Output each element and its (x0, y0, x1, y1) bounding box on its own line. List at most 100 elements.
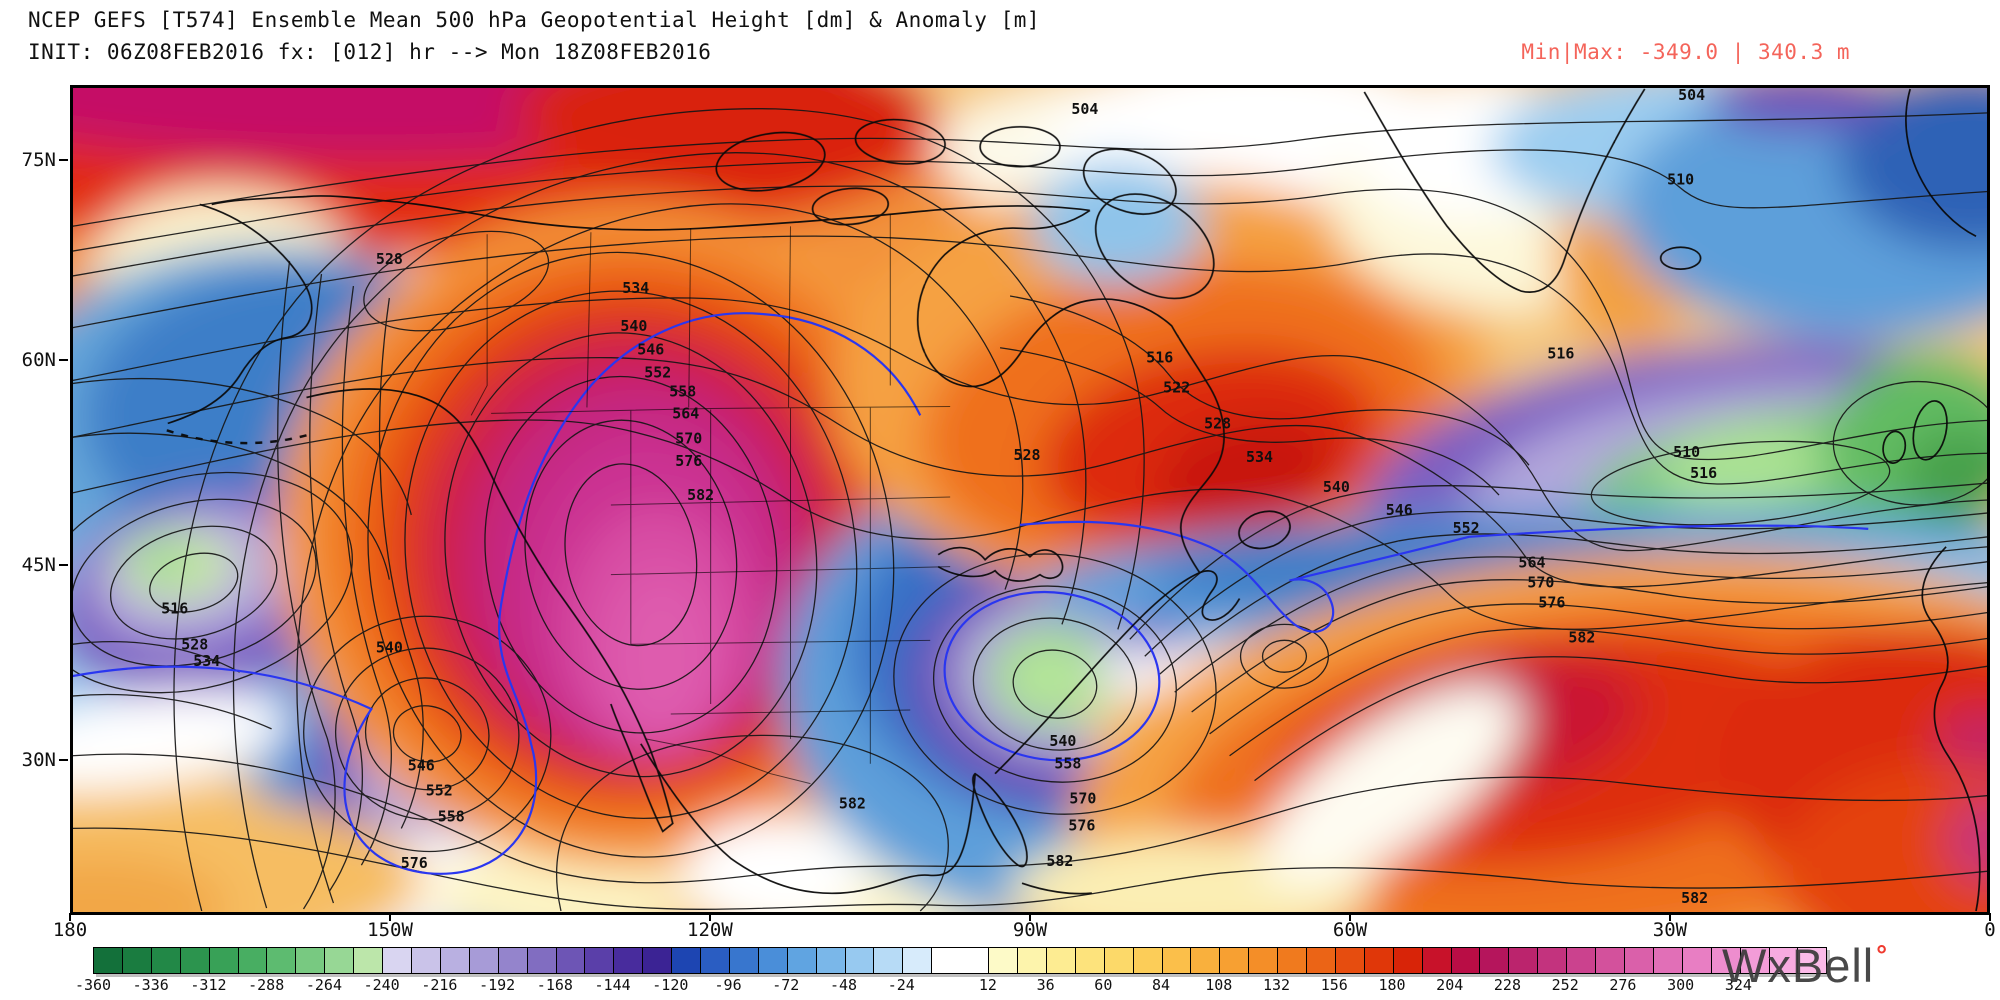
colorbar-cell (816, 948, 846, 973)
contour-label: 558 (438, 807, 465, 825)
contour-label: 558 (669, 383, 696, 401)
colorbar-cell (1249, 948, 1279, 973)
contour-label: 576 (401, 854, 428, 872)
colorbar-cell (787, 948, 817, 973)
contour-label: 582 (1681, 889, 1708, 907)
watermark: WxBell° (1722, 938, 1888, 993)
colorbar-cell (180, 948, 210, 973)
colorbar-cell (845, 948, 875, 973)
contour-label: 546 (408, 757, 435, 775)
colorbar-cell (1104, 948, 1134, 973)
colorbar-cells (94, 948, 1827, 973)
contour-label: 582 (1046, 852, 1073, 870)
contour-label: 546 (1386, 501, 1413, 519)
lat-tick-label: 30N (21, 748, 56, 771)
colorbar-cell (1278, 948, 1308, 973)
contour-label: 528 (1013, 446, 1040, 464)
colorbar-ticks: -360 -336 -312 -288 -264 -240 -216 -192 -168 -144… (75, 976, 1825, 996)
colorbar-tick-label: -336 (132, 976, 169, 994)
colorbar-cell (498, 948, 528, 973)
colorbar-cell (469, 948, 499, 973)
colorbar-cell (296, 948, 326, 973)
colorbar-cell (354, 948, 384, 973)
colorbar-cell (903, 948, 933, 973)
contour-label: 516 (1547, 345, 1574, 363)
colorbar-cell (1133, 948, 1163, 973)
colorbar-cell (267, 948, 297, 973)
contour-label: 540 (1049, 732, 1076, 750)
colorbar-cell (614, 948, 644, 973)
colorbar-cell (1769, 948, 1799, 973)
contour-label: 558 (1054, 755, 1081, 773)
lon-tick-mark (1989, 913, 1991, 921)
colorbar-tick-label: 252 (1551, 976, 1579, 994)
colorbar-cell (1567, 948, 1597, 973)
colorbar-cell (874, 948, 904, 973)
lat-tick-label: 75N (21, 148, 56, 171)
colorbar-tick-label: -96 (714, 976, 742, 994)
contour-label: 546 (637, 341, 664, 359)
colorbar-cell (1538, 948, 1568, 973)
contour-label: 582 (839, 795, 866, 813)
watermark-text: WxBell (1722, 939, 1875, 992)
anomaly-shading-field (72, 87, 1988, 913)
contour-label: 534 (1246, 448, 1273, 466)
colorbar-cell (1625, 948, 1654, 973)
colorbar-cell (1364, 948, 1394, 973)
colorbar-cell (94, 948, 123, 973)
contour-label: 510 (1673, 443, 1700, 461)
colorbar-cell (1393, 948, 1423, 973)
colorbar-cell (1740, 948, 1770, 973)
contour-labels: 5285345405465525585645705765825165285345… (161, 87, 1717, 907)
colorbar-cell (585, 948, 615, 973)
lon-tick-label: 180 (52, 919, 88, 941)
colorbar-tick-label: -120 (652, 976, 689, 994)
contour-label: 570 (1527, 574, 1554, 592)
colorbar-tick-label: 276 (1609, 976, 1637, 994)
colorbar-cell (1335, 948, 1365, 973)
contour-label: 576 (1538, 593, 1565, 611)
colorbar-cell (1075, 948, 1105, 973)
contour-label: 540 (620, 317, 647, 335)
lon-tick-label: 30W (1652, 919, 1688, 941)
colorbar-cell (989, 948, 1018, 973)
colorbar-tick-label: 108 (1205, 976, 1233, 994)
contour-label: 570 (675, 429, 702, 447)
colorbar-tick-label: 228 (1493, 976, 1521, 994)
colorbar-cell (672, 948, 702, 973)
contour-label: 522 (1163, 379, 1190, 397)
contour-label: 504 (1071, 100, 1098, 118)
colorbar-cell (325, 948, 355, 973)
lon-tick-label: 150W (367, 919, 413, 941)
colorbar-cell (383, 948, 412, 973)
colorbar-cell (238, 948, 268, 973)
colorbar-cell (1451, 948, 1481, 973)
colorbar-cell (1191, 948, 1221, 973)
contour-label: 582 (687, 486, 714, 504)
lon-tick-mark (1349, 913, 1352, 921)
colorbar-cell (1422, 948, 1452, 973)
contour-label: 552 (426, 782, 453, 800)
lon-tick-label: 90W (1012, 919, 1048, 941)
colorbar-tick-label: -360 (74, 976, 112, 994)
colorbar-tick-label: 324 (1724, 976, 1752, 994)
colorbar-tick-label: 180 (1378, 976, 1406, 994)
lat-tick-mark (59, 358, 68, 361)
blue-540-contour (72, 312, 1869, 875)
colorbar-cell (1162, 948, 1192, 973)
colorbar-cell (758, 948, 788, 973)
colorbar (93, 947, 1827, 974)
colorbar-tick-label: 60 (1094, 976, 1113, 994)
lon-tick-label: 60W (1332, 919, 1368, 941)
contour-label: 552 (1453, 519, 1480, 537)
colorbar-tick-label: 132 (1262, 976, 1291, 994)
contour-label: 528 (376, 250, 403, 268)
colorbar-tick-label: 300 (1667, 976, 1695, 994)
contour-label: 516 (161, 599, 188, 617)
colorbar-tick-label: -264 (305, 976, 342, 994)
colorbar-tick-label: -48 (829, 976, 858, 994)
contour-label: 510 (1667, 171, 1694, 189)
lon-tick-mark (708, 913, 711, 921)
colorbar-cell (151, 948, 181, 973)
